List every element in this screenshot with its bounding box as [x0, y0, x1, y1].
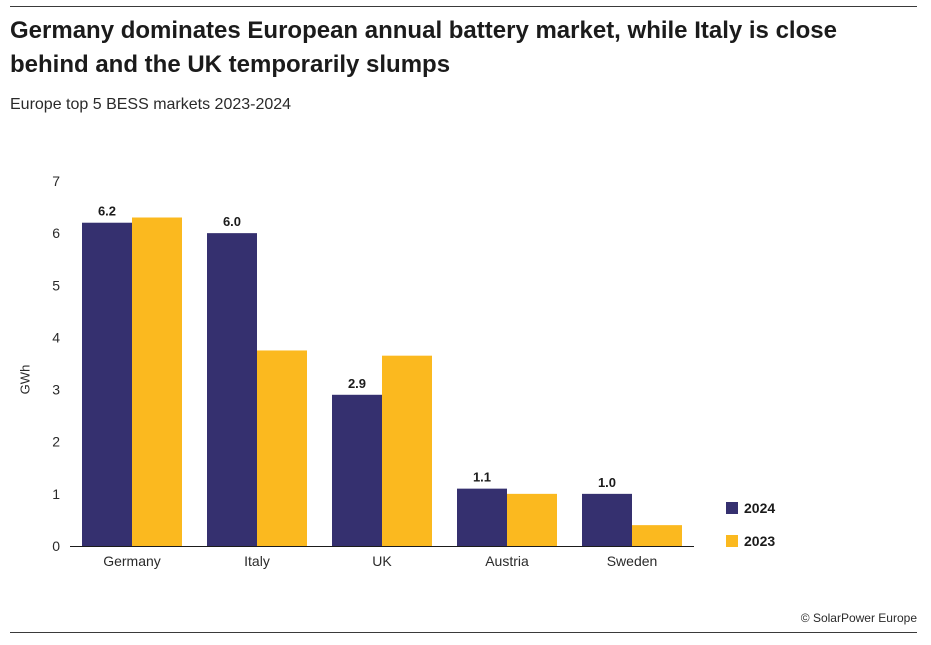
- copyright-icon: ©: [800, 611, 810, 625]
- y-tick-label: 3: [52, 382, 60, 398]
- bar-2023-germany: [132, 217, 182, 546]
- legend-label-2023: 2023: [744, 533, 776, 549]
- bar-2024-italy: [207, 233, 257, 546]
- bar-2023-austria: [507, 493, 557, 546]
- bar-2024-uk: [332, 394, 382, 546]
- legend-item-2024: 2024: [726, 498, 775, 518]
- data-label: 6.2: [98, 204, 116, 219]
- y-tick-label: 6: [52, 225, 60, 241]
- legend-item-2023: 2023: [726, 531, 775, 551]
- y-tick-label: 0: [52, 538, 60, 554]
- y-tick-label: 5: [52, 277, 60, 293]
- y-tick-label: 2: [52, 434, 60, 450]
- x-tick-label: Austria: [485, 553, 529, 569]
- bar-2024-austria: [457, 488, 507, 546]
- x-tick-label: Sweden: [607, 553, 658, 569]
- chart-subtitle: Europe top 5 BESS markets 2023-2024: [10, 96, 292, 113]
- legend-label-2024: 2024: [744, 500, 776, 516]
- data-label: 6.0: [223, 214, 241, 229]
- legend-swatch-2023: [726, 535, 738, 547]
- x-tick-label: Italy: [244, 553, 270, 569]
- bar-2023-italy: [257, 350, 307, 546]
- chart-title: Germany dominates European annual batter…: [10, 17, 837, 78]
- legend-swatch-2024: [726, 502, 738, 514]
- data-label: 1.1: [473, 470, 491, 485]
- y-tick-label: 7: [52, 173, 60, 189]
- bottom-rule: [10, 632, 917, 633]
- legend: 2024 2023: [726, 498, 775, 564]
- bar-2024-germany: [82, 222, 132, 546]
- top-rule: [10, 6, 917, 7]
- bar-2023-sweden: [632, 525, 682, 546]
- y-tick-label: 1: [52, 486, 60, 502]
- bar-2024-sweden: [582, 493, 632, 546]
- bar-2023-uk: [382, 355, 432, 546]
- data-label: 1.0: [598, 475, 616, 490]
- x-tick-label: UK: [372, 553, 392, 569]
- x-tick-label: Germany: [103, 553, 161, 569]
- source-text: SolarPower Europe: [812, 611, 917, 625]
- y-tick-label: 4: [52, 329, 60, 345]
- data-label: 2.9: [348, 376, 366, 391]
- source-credit: © SolarPower Europe: [801, 611, 917, 625]
